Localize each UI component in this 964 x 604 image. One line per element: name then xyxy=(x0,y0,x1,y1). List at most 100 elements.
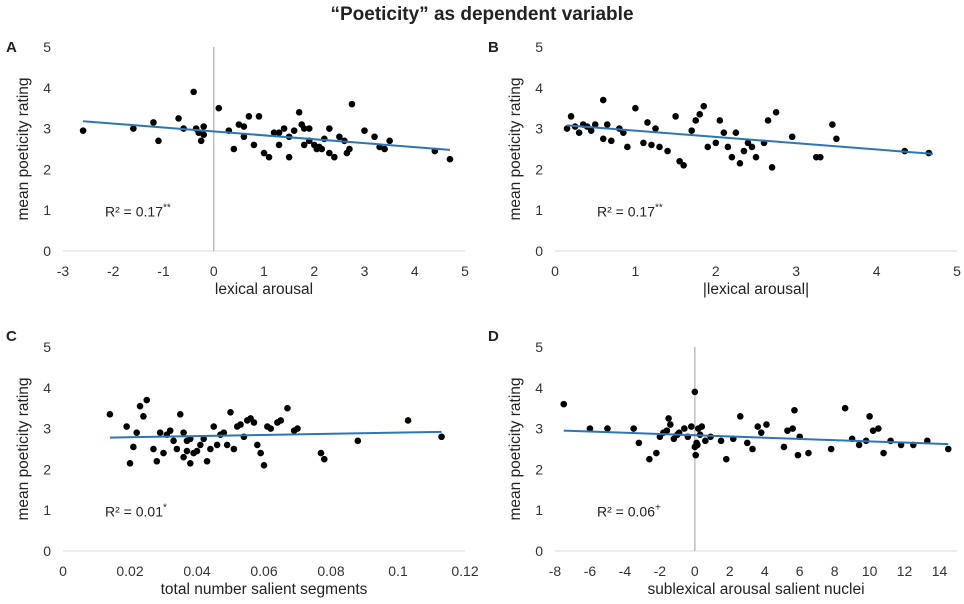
data-point xyxy=(827,445,835,453)
data-point xyxy=(794,451,802,459)
x-tick-label: 12 xyxy=(897,563,913,579)
data-point xyxy=(875,425,882,432)
data-point xyxy=(784,427,791,434)
data-point xyxy=(768,164,776,171)
data-point xyxy=(371,133,378,141)
data-point xyxy=(720,129,728,136)
x-tick-label: 14 xyxy=(932,563,948,579)
data-point xyxy=(326,149,333,157)
data-point xyxy=(123,423,130,430)
data-point xyxy=(716,117,724,124)
data-point xyxy=(757,429,765,436)
data-point xyxy=(140,413,147,420)
data-point xyxy=(284,404,291,412)
data-point xyxy=(772,108,780,116)
x-axis-title: total number salient segments xyxy=(161,581,368,598)
y-tick-label: 5 xyxy=(535,339,543,355)
data-point xyxy=(575,129,583,136)
panel-label: D xyxy=(488,328,499,345)
panel-label: A xyxy=(6,39,17,56)
x-tick-label: -1 xyxy=(157,263,170,279)
data-point xyxy=(267,425,275,432)
data-point xyxy=(736,413,744,420)
data-point xyxy=(381,145,388,153)
data-point xyxy=(833,135,840,143)
data-point xyxy=(126,459,134,467)
data-point xyxy=(240,123,248,130)
data-point xyxy=(567,113,575,120)
data-point xyxy=(240,133,248,141)
x-tick-label: 3 xyxy=(361,263,369,279)
data-point xyxy=(250,141,258,149)
x-tick-label: 0 xyxy=(210,263,218,279)
y-tick-label: 5 xyxy=(43,39,51,55)
x-tick-label: -2 xyxy=(654,563,667,579)
data-point xyxy=(213,441,221,449)
data-point xyxy=(348,100,356,108)
data-point xyxy=(183,447,191,455)
data-point xyxy=(318,145,326,153)
x-tick-label: 2 xyxy=(726,563,734,579)
y-tick-label: 4 xyxy=(535,380,543,396)
data-point xyxy=(880,449,887,457)
data-point xyxy=(253,441,261,449)
trendline xyxy=(563,429,949,446)
data-point xyxy=(869,427,877,434)
data-point xyxy=(220,429,228,436)
data-point xyxy=(160,449,167,457)
data-point xyxy=(646,455,653,463)
data-point xyxy=(197,441,204,449)
data-point xyxy=(603,121,611,128)
data-point xyxy=(106,411,114,418)
y-tick-label: 3 xyxy=(43,421,51,437)
data-point xyxy=(587,127,595,134)
data-point xyxy=(79,127,87,134)
data-point xyxy=(285,153,293,161)
data-point xyxy=(692,451,699,459)
data-point xyxy=(235,121,243,128)
x-tick-label: 4 xyxy=(873,263,881,279)
data-point xyxy=(563,125,571,132)
data-point xyxy=(180,453,187,461)
data-point xyxy=(680,162,687,169)
data-point xyxy=(635,439,643,447)
x-tick-label: 1 xyxy=(260,263,268,279)
data-point xyxy=(193,447,201,455)
data-point xyxy=(704,143,712,151)
data-point xyxy=(702,437,709,445)
data-point xyxy=(841,404,849,412)
data-point xyxy=(652,125,659,132)
x-tick-label: 0.1 xyxy=(388,563,408,579)
data-point xyxy=(166,427,174,434)
x-tick-label: -4 xyxy=(619,563,632,579)
y-tick-label: 0 xyxy=(535,543,543,559)
y-tick-label: 4 xyxy=(43,80,51,96)
x-axis-title: sublexical arousal salient nuclei xyxy=(647,581,864,598)
data-point xyxy=(361,127,368,134)
trendline xyxy=(566,124,933,155)
data-point xyxy=(230,145,238,153)
data-point xyxy=(203,457,211,465)
data-point xyxy=(346,145,353,153)
y-tick-label: 2 xyxy=(43,461,51,477)
data-point xyxy=(944,445,952,453)
x-tick-label: 0 xyxy=(551,263,559,279)
data-point xyxy=(290,127,298,134)
x-axis-title: |lexical arousal| xyxy=(703,281,809,298)
data-point xyxy=(700,102,708,110)
data-point xyxy=(694,441,701,449)
data-point xyxy=(190,88,197,96)
data-point xyxy=(176,411,184,418)
panel-label: B xyxy=(488,39,499,56)
y-tick-label: 1 xyxy=(535,202,543,218)
data-point xyxy=(732,129,740,136)
data-point xyxy=(740,147,748,155)
data-point xyxy=(829,121,836,128)
data-point xyxy=(656,143,663,151)
y-tick-label: 2 xyxy=(535,161,543,177)
data-point xyxy=(275,129,283,136)
data-point xyxy=(764,117,772,124)
data-point xyxy=(780,443,788,451)
data-point xyxy=(586,425,594,432)
